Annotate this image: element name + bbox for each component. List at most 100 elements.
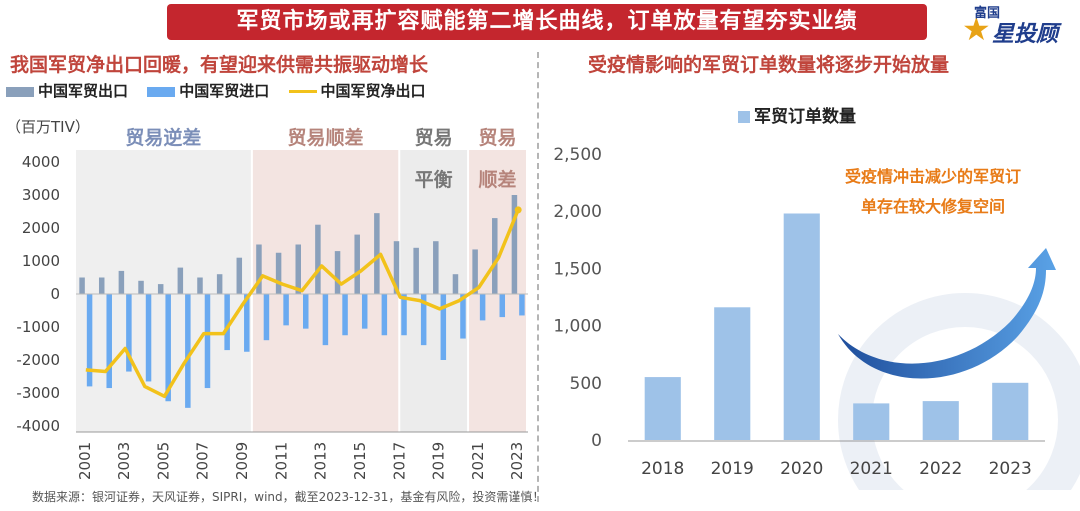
x-tick-label: 2018 [641, 459, 684, 479]
import-bar [283, 294, 289, 326]
x-tick-label: 2019 [430, 442, 448, 480]
orders-bar [714, 307, 751, 440]
orders-bar [992, 382, 1029, 440]
import-bar [420, 294, 427, 346]
export-bar [157, 284, 164, 294]
region-label: 贸易 [415, 126, 453, 149]
x-tick-label: 2023 [989, 459, 1032, 479]
right-chart: 0 500 1,000 1,500 2,000 2,500 2018 2019 2020 2021… [553, 145, 1080, 490]
x-tick-label: 2005 [154, 442, 172, 480]
y-tick-label: 1,500 [553, 259, 602, 279]
import-bar [460, 294, 466, 339]
orders-bar [644, 377, 681, 440]
region-label: 贸易 [479, 126, 517, 149]
region-label: 贸易顺差 [288, 126, 364, 149]
x-tick-label: 2021 [469, 442, 487, 480]
export-bar [197, 277, 203, 294]
export-bar [118, 270, 125, 294]
data-source-note: 数据来源：银河证券，天风证券，SIPRI，wind，截至2023-12-31，基… [32, 490, 545, 504]
right-chart-subtitle: 受疫情影响的军贸订单数量将逐步开始放量 [588, 54, 950, 76]
x-tick-label: 2009 [233, 442, 251, 480]
import-bar [381, 294, 388, 336]
region-label: 平衡 [415, 168, 453, 191]
orders-bar [783, 213, 820, 440]
orders-annotation: 受疫情冲击减少的军贸订 单存在较大修复空间 [808, 162, 1058, 222]
logo-brand-text: 富国 [974, 6, 1001, 21]
y-tick-label: 3000 [22, 186, 60, 204]
export-bar [295, 244, 301, 294]
y-tick-label: 2,500 [553, 145, 602, 165]
import-bar [126, 294, 132, 372]
export-bar [393, 241, 400, 294]
import-bar [106, 294, 112, 389]
legend-export-label: 中国军贸出口 [38, 82, 129, 100]
region-label: 贸易逆差 [125, 126, 201, 149]
legend-net-swatch [288, 90, 317, 93]
y-tick-label: 2,000 [553, 202, 602, 222]
net-export-line [85, 209, 520, 399]
y-tick-label: 0 [50, 285, 60, 303]
x-tick-label: 2007 [194, 442, 212, 480]
legend-import-label: 中国军贸进口 [179, 82, 270, 100]
x-tick-label: 2021 [850, 459, 893, 479]
region-label: 顺差 [479, 168, 517, 191]
export-bar [413, 247, 419, 294]
export-bar [374, 213, 380, 294]
import-bar [224, 294, 230, 351]
import-bar [244, 294, 250, 352]
y-tick-label: 2000 [22, 219, 60, 237]
y-tick-label: 1,000 [553, 317, 602, 337]
legend-orders-swatch [738, 111, 750, 123]
y-tick-label: -3000 [16, 384, 60, 402]
logo-main-text: 星投顾 [992, 22, 1059, 47]
x-tick-label: 2020 [780, 459, 823, 479]
export-bar [138, 280, 144, 294]
export-bar [452, 274, 459, 294]
import-bar [322, 294, 329, 346]
export-bar [472, 249, 478, 294]
legend-export-swatch [6, 86, 34, 97]
export-bar [354, 234, 360, 294]
import-bar [86, 294, 93, 387]
net-export-end-point [514, 206, 522, 214]
x-tick-label: 2011 [272, 442, 290, 480]
import-bar [479, 294, 486, 321]
export-bar [236, 257, 243, 294]
page-title: 军贸市场或再扩容赋能第二增长曲线，订单放量有望夯实业绩 [236, 9, 858, 34]
import-bar [342, 294, 348, 336]
x-tick-label: 2019 [711, 459, 754, 479]
y-tick-label: 500 [570, 374, 602, 394]
export-bar [98, 277, 105, 294]
export-bar [492, 218, 498, 294]
import-bar [499, 294, 506, 318]
legend-import: 中国军贸进口 [147, 80, 269, 101]
import-bar [165, 294, 171, 402]
orders-bar [853, 403, 890, 440]
orders-annotation-line1: 受疫情冲击减少的军贸订 [844, 167, 1021, 186]
import-bar [361, 294, 368, 329]
y-tick-label: -4000 [16, 417, 60, 435]
right-chart-legend: 军贸订单数量 [738, 102, 856, 127]
import-bar [263, 294, 270, 341]
export-bar [216, 274, 223, 294]
y-tick-label: -1000 [16, 318, 60, 336]
orders-annotation-line2: 单存在较大修复空间 [860, 197, 1005, 216]
recovery-arrow-icon [838, 248, 1056, 379]
export-bar [275, 252, 282, 294]
export-bar [511, 195, 518, 294]
y-tick-label: 4000 [22, 153, 60, 171]
import-bar [401, 294, 407, 336]
y-tick-label: 0 [591, 431, 602, 451]
export-bar [256, 244, 262, 294]
title-banner: 军贸市场或再扩容赋能第二增长曲线，订单放量有望夯实业绩 [167, 4, 927, 40]
brand-logo: ★ 富国 星投顾 [962, 2, 1072, 48]
legend-export: 中国军贸出口 [6, 80, 128, 101]
import-bar [185, 294, 191, 408]
import-bar [519, 294, 525, 316]
x-tick-label: 2001 [76, 442, 94, 480]
x-tick-label: 2003 [115, 442, 133, 480]
export-bar [334, 251, 341, 294]
left-chart-subtitle: 我国军贸净出口回暖，有望迎来供需共振驱动增长 [10, 54, 429, 76]
legend-import-swatch [147, 86, 176, 97]
